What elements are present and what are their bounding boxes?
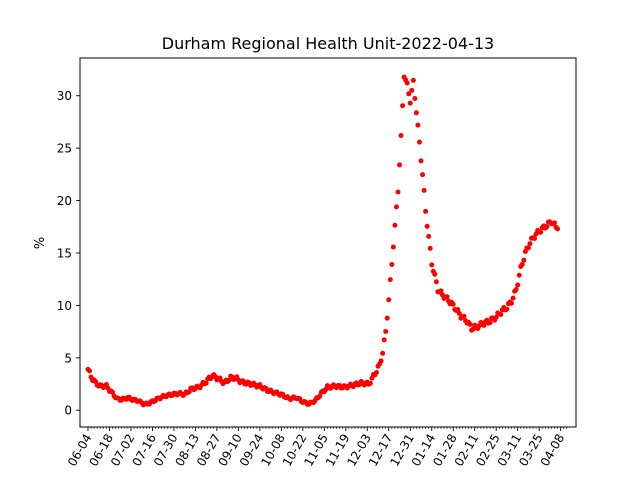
data-point [384,315,390,321]
data-point [87,368,93,374]
data-point [398,133,404,138]
data-point [387,277,393,283]
y-tick-label: 30 [57,89,72,103]
data-point [513,286,519,292]
data-point [423,208,429,214]
data-point [555,226,561,232]
data-point [544,224,550,230]
data-point [516,272,522,278]
data-point [418,158,424,164]
y-tick-label: 5 [64,351,72,365]
data-point [467,321,473,327]
y-tick-label: 10 [57,299,72,313]
data-point [519,261,525,267]
chart-title: Durham Regional Health Unit-2022-04-13 [162,34,494,53]
data-point [389,261,395,267]
data-point [532,236,538,241]
data-point [400,103,406,109]
data-point [406,91,412,97]
data-point [383,328,389,334]
data-point [395,189,401,195]
data-point [521,257,527,263]
data-point [420,172,426,178]
data-point [444,294,450,300]
y-axis-label: % [33,237,48,249]
data-point [487,320,493,326]
data-point [552,220,558,226]
data-point [509,300,515,306]
data-point [386,297,392,303]
y-tick-label: 15 [57,246,72,260]
y-tick-label: 20 [57,194,72,208]
data-point [538,229,544,235]
data-point [390,244,396,250]
data-point [426,233,432,239]
data-point [429,262,435,268]
data-point [438,288,444,294]
data-point [432,271,438,277]
data-point [404,80,410,86]
data-point [416,139,422,145]
y-axis: 0 5 10 15 20 25 30 [57,89,80,418]
data-point [412,95,418,101]
data-point [407,100,413,106]
data-point [226,377,232,383]
data-point [461,313,467,319]
data-point [527,241,533,247]
data-point [427,245,433,251]
data-point [433,279,439,285]
data-point [498,311,504,317]
data-point [493,314,499,320]
data-point [380,350,386,356]
data-point [374,369,379,375]
data-point [317,393,323,399]
data-point [424,223,430,229]
data-point [397,162,403,168]
data-point [450,301,456,307]
data-points [85,74,561,408]
data-point [393,204,399,210]
data-point [455,306,461,312]
y-tick-label: 25 [57,142,72,156]
data-point [413,110,419,116]
data-point [369,375,375,381]
data-point [415,122,421,128]
data-point [409,87,415,93]
data-point [367,380,373,386]
data-point [525,245,531,251]
plot-frame [79,57,577,428]
data-point [378,358,384,364]
data-point [456,310,462,316]
data-point [481,322,487,328]
data-point [515,282,521,288]
data-point [410,77,416,83]
y-tick-label: 0 [64,404,72,418]
data-point [392,222,398,228]
data-point [510,295,516,301]
data-point [203,380,209,386]
data-point [421,187,427,193]
data-point [504,306,510,312]
data-point [381,337,387,343]
